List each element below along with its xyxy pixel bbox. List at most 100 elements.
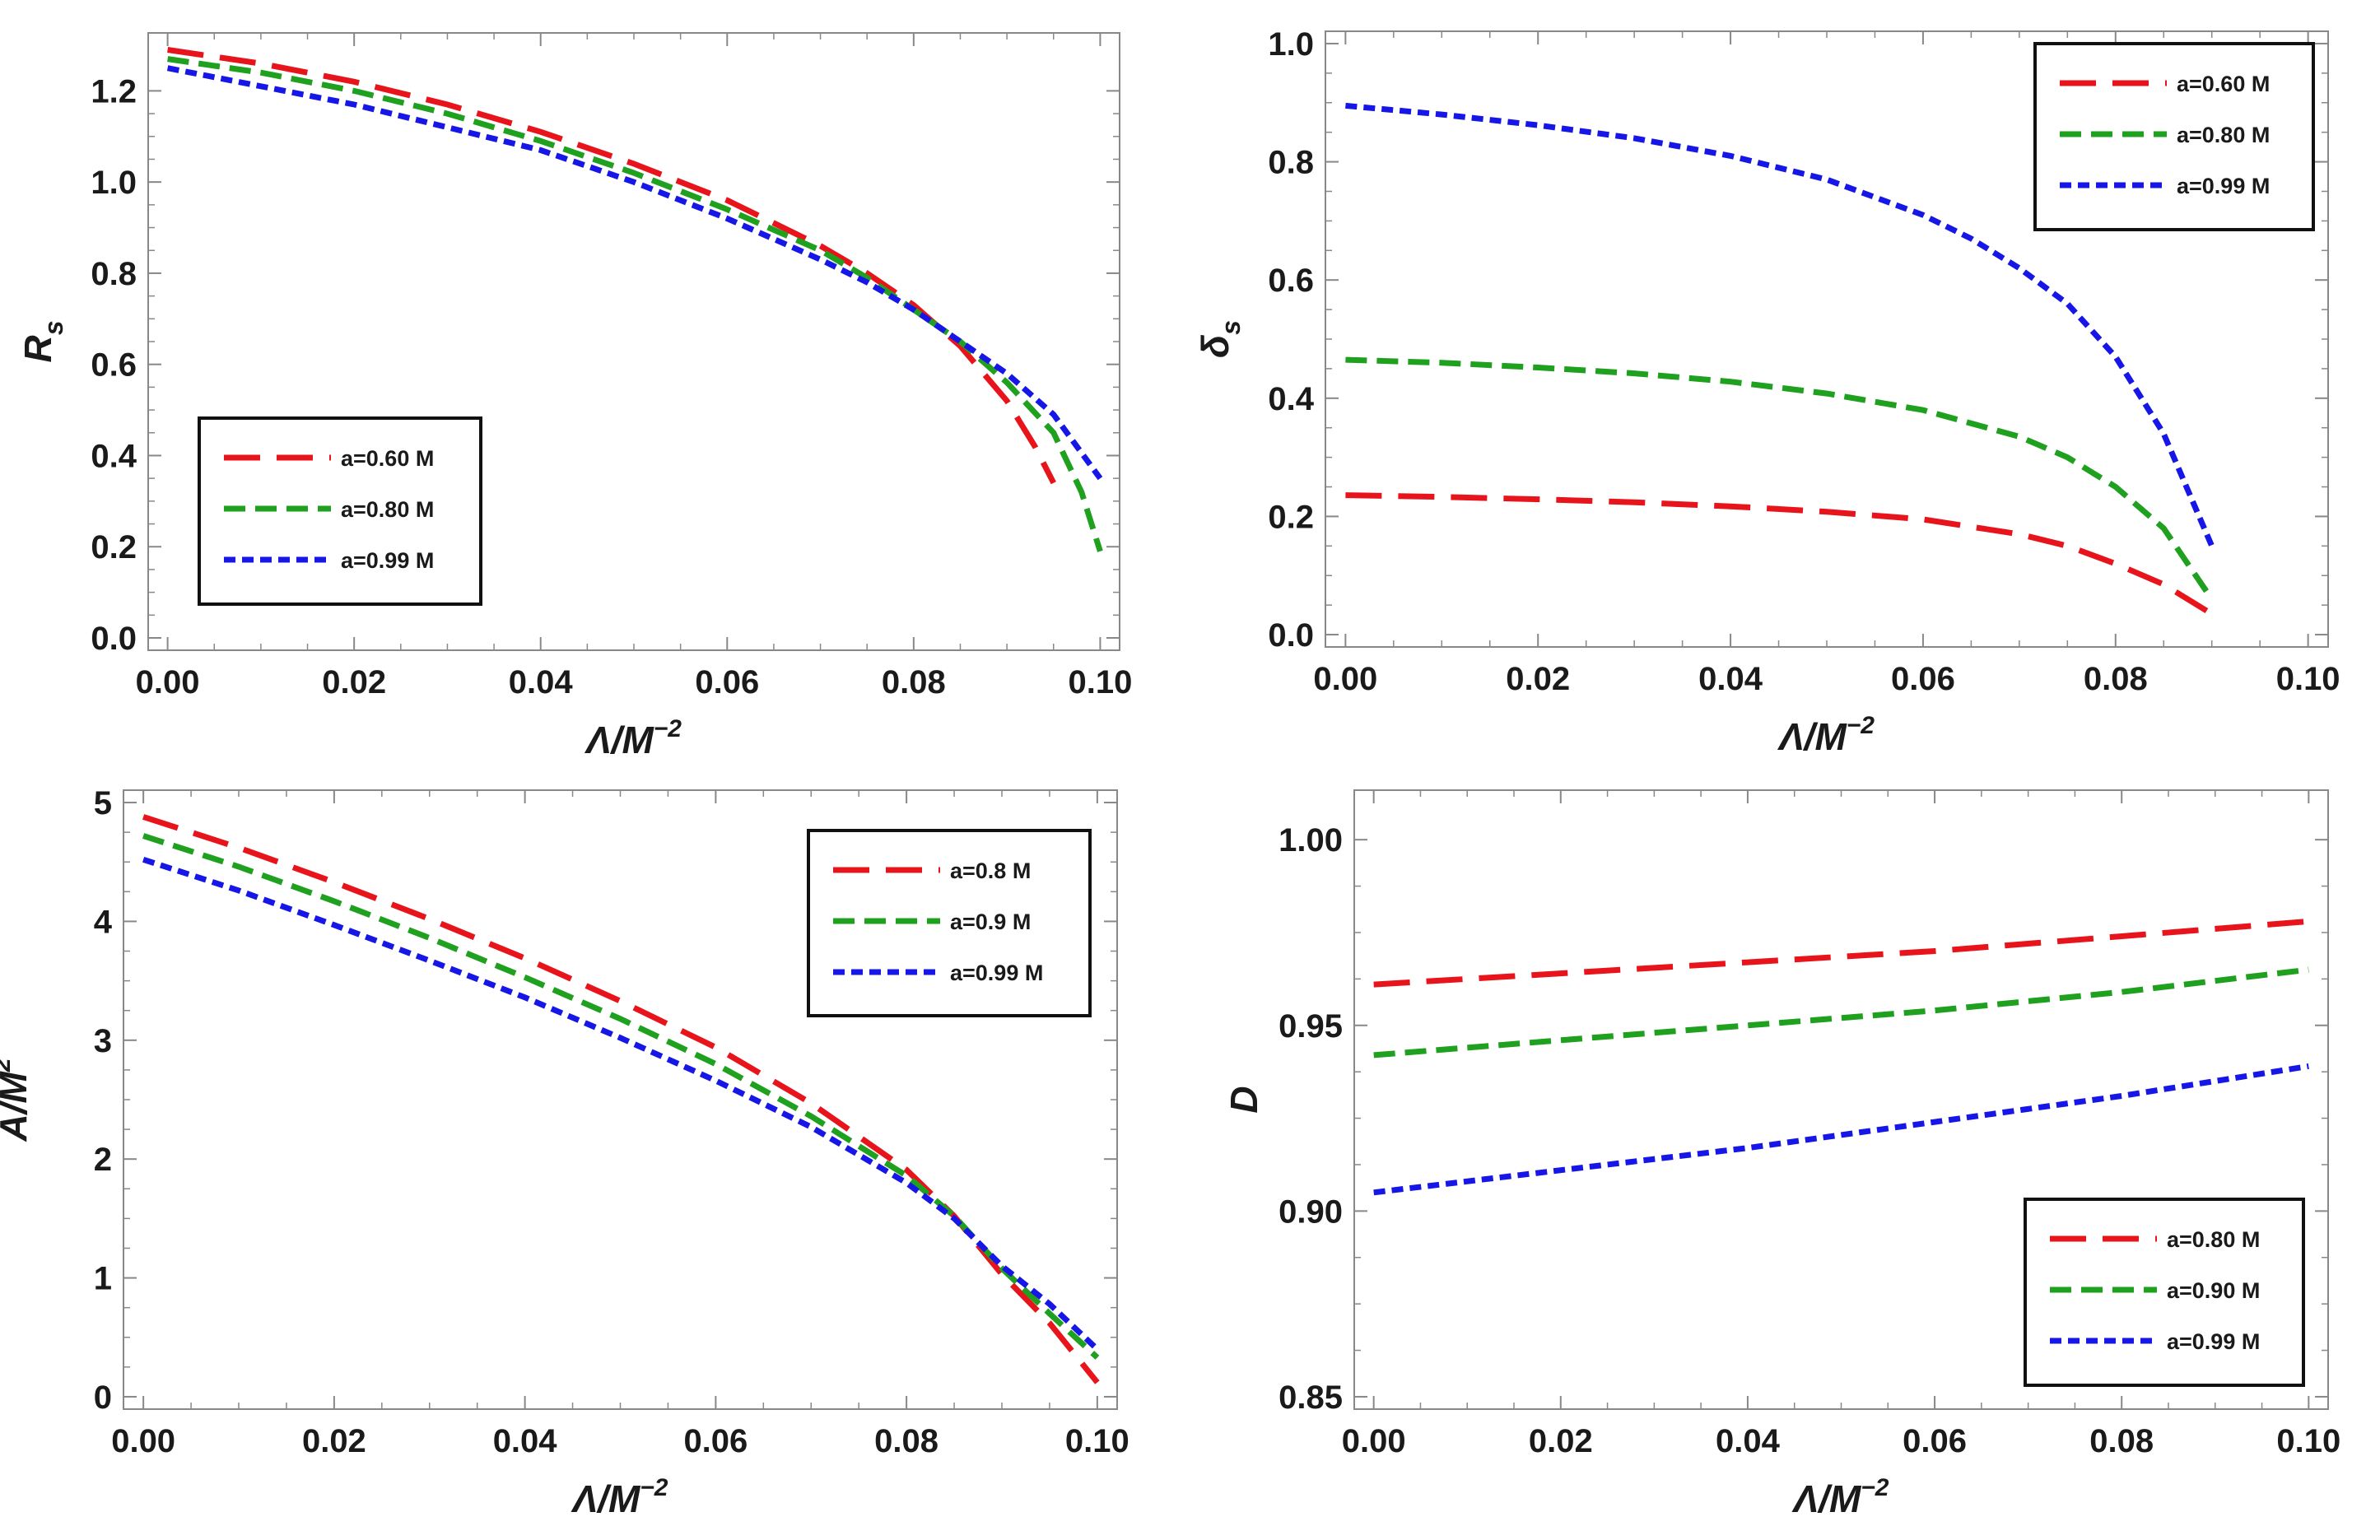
x-tick-label: 0.10: [1068, 664, 1132, 700]
legend: a=0.80 M a=0.90 M a=0.99 M: [2024, 1198, 2305, 1387]
x-tick-label: 0.04: [1698, 661, 1763, 697]
y-axis-label-main: R: [16, 335, 59, 362]
y-tick-label: 1: [94, 1261, 112, 1297]
y-axis-label-sub: s: [1216, 320, 1246, 335]
y-tick-label: 3: [94, 1023, 112, 1059]
series-line-3: [142, 856, 1100, 1352]
series-line-2: [167, 56, 1103, 552]
series-line-3: [166, 65, 1103, 481]
x-axis-label: Λ/M−2: [1777, 712, 1875, 758]
legend-label-1: a=0.80 M: [2167, 1227, 2260, 1252]
x-tick-label: 0.08: [2084, 661, 2148, 697]
y-tick-label: 0.0: [91, 621, 137, 657]
x-tick-label: 0.02: [322, 664, 386, 700]
chart-D: 0.00 0.02 0.04 0.06 0.08 0.10 0.85 0.90 0.95 1.00…: [1223, 789, 2340, 1520]
legend-label-2: a=0.90 M: [2167, 1278, 2260, 1303]
series-line-1: [1345, 492, 2214, 616]
x-axis-label-sup: −2: [1861, 1474, 1889, 1501]
chart-rs: 0.00 0.02 0.04 0.06 0.08 0.10 0.0 0.2 0.4 0.6 0.8 1…: [16, 32, 1132, 761]
x-tick-label: 0.10: [2276, 661, 2340, 697]
legend-label-2: a=0.9 M: [950, 910, 1031, 934]
y-tick-label: 0.2: [91, 529, 137, 565]
x-tick-label: 0.08: [882, 664, 946, 700]
y-tick-label: 0.2: [1268, 499, 1314, 535]
x-axis-label: Λ/M−2: [584, 715, 682, 761]
y-axis-label: A/M2: [0, 1058, 35, 1142]
y-axis-label-main: δ: [1194, 334, 1237, 358]
x-tick-label: 0.10: [1065, 1423, 1129, 1459]
legend-label-3: a=0.99 M: [950, 961, 1043, 985]
y-axis-label-main: A/M: [0, 1071, 35, 1142]
x-tick-label: 0.02: [1506, 661, 1570, 697]
x-axis-label: Λ/M−2: [1791, 1474, 1889, 1520]
y-tick-label: 4: [94, 904, 113, 940]
x-tick-label: 0.00: [1313, 661, 1377, 697]
x-tick-label: 0.00: [1342, 1423, 1406, 1459]
chart-area: 0.000.020.040.060.080.10012345Λ/M−2A/M2a…: [0, 785, 1129, 1520]
y-tick-label: 0.4: [91, 438, 137, 474]
legend-label-1: a=0.60 M: [341, 446, 434, 471]
y-tick-label: 0.6: [1268, 263, 1314, 299]
y-axis-label-sub: s: [39, 320, 68, 335]
series-line-1: [167, 47, 1056, 485]
y-tick-label: 0.8: [91, 256, 137, 292]
x-tick-label: 0.10: [2276, 1423, 2340, 1459]
y-tick-label: 0: [94, 1379, 112, 1416]
x-tick-label: 0.04: [509, 664, 574, 700]
series-line-3: [1345, 102, 2215, 547]
series-line-2: [142, 833, 1100, 1360]
legend-label-2: a=0.80 M: [2177, 123, 2270, 147]
x-axis-label: Λ/M−2: [571, 1474, 668, 1520]
legend-box: [2024, 1198, 2305, 1387]
x-axis-label-main: Λ/M: [1791, 1477, 1862, 1520]
y-tick-label: 2: [94, 1142, 112, 1178]
x-tick-label: 0.08: [874, 1423, 938, 1459]
y-tick-label: 0.95: [1278, 1008, 1343, 1045]
x-axis-label-sup: −2: [654, 715, 682, 742]
y-tick-label: 0.4: [1268, 381, 1314, 417]
legend-box: [2033, 42, 2315, 231]
chart-delta: 0.00 0.02 0.04 0.06 0.08 0.10 0.0 0.2 0.4 0.6 0.8 1…: [1194, 26, 2340, 758]
x-tick-label: 0.06: [695, 664, 759, 700]
y-axis-label-sup: 2: [0, 1058, 16, 1072]
y-tick-label: 1.2: [91, 73, 137, 109]
x-axis-label-main: Λ/M: [1777, 715, 1847, 758]
x-tick-label: 0.02: [302, 1423, 366, 1459]
y-tick-label: 0.8: [1268, 145, 1314, 181]
x-tick-label: 0.08: [2089, 1423, 2154, 1459]
y-axis-label-main: D: [1223, 1086, 1265, 1113]
x-axis-label-sup: −2: [1847, 712, 1875, 739]
y-tick-label: 0.90: [1278, 1193, 1343, 1230]
legend-label-3: a=0.99 M: [2177, 174, 2270, 198]
legend-label-1: a=0.8 M: [950, 858, 1031, 883]
y-tick-label: 1.0: [1268, 26, 1314, 63]
x-tick-label: 0.04: [493, 1423, 558, 1459]
y-tick-label: 0.85: [1278, 1379, 1343, 1416]
x-axis-label-main: Λ/M: [584, 719, 654, 761]
y-tick-label: 1.00: [1278, 822, 1343, 858]
legend: a=0.60 M a=0.80 M a=0.99 M: [2033, 42, 2315, 231]
legend-box: [198, 416, 482, 606]
y-tick-label: 0.0: [1268, 617, 1314, 654]
y-axis-label: D: [1223, 1086, 1265, 1113]
x-tick-label: 0.06: [1903, 1423, 1967, 1459]
x-tick-label: 0.00: [111, 1423, 175, 1459]
x-axis-label-main: Λ/M: [571, 1477, 641, 1520]
y-axis-label: Rs: [16, 320, 68, 362]
series-line-2: [1345, 356, 2215, 601]
x-tick-label: 0.00: [136, 664, 200, 700]
y-tick-label: 0.6: [91, 347, 137, 384]
x-tick-label: 0.02: [1529, 1423, 1593, 1459]
x-tick-label: 0.06: [683, 1423, 748, 1459]
legend-label-3: a=0.99 M: [2167, 1329, 2260, 1354]
legend-box: [807, 829, 1092, 1017]
y-tick-label: 5: [94, 785, 112, 821]
legend-label-3: a=0.99 M: [341, 548, 434, 573]
series-line-3: [1373, 1063, 2309, 1196]
y-axis-label: δs: [1194, 320, 1246, 358]
legend-label-2: a=0.80 M: [341, 497, 434, 522]
x-tick-label: 0.04: [1716, 1423, 1781, 1459]
y-tick-label: 1.0: [91, 165, 137, 201]
